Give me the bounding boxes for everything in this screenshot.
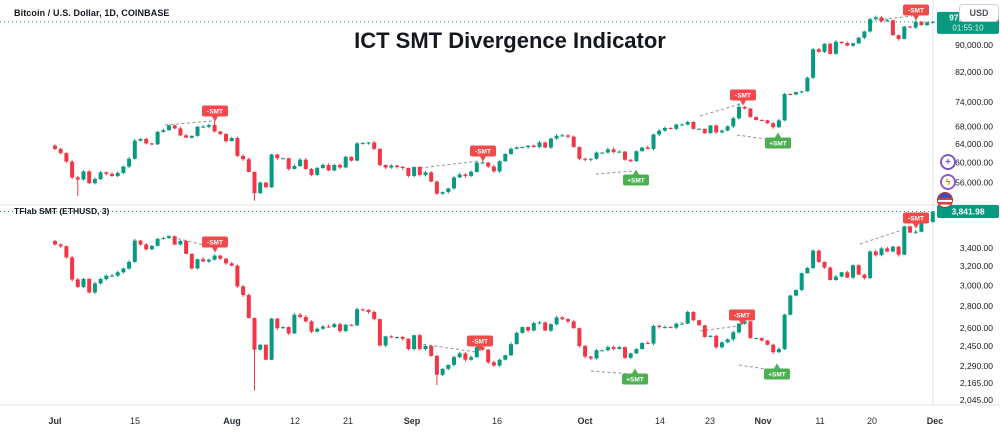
svg-text:-SMT: -SMT xyxy=(734,312,750,319)
floating-plus-icon[interactable]: + xyxy=(940,154,956,170)
svg-text:+SMT: +SMT xyxy=(626,376,644,383)
svg-text:01:55:10: 01:55:10 xyxy=(952,23,984,32)
svg-text:12: 12 xyxy=(290,416,300,426)
btc-panel[interactable]: -SMT -SMT +SMT -SMT +SMT -SMT xyxy=(0,4,935,201)
eth-panel-price-scale[interactable]: 3,400.00 3,200.00 3,000.00 2,800.00 2,600.00… xyxy=(937,204,999,405)
smt-divergence-line xyxy=(736,134,775,141)
smt-divergence-line xyxy=(595,170,634,175)
currency-unit-toggle[interactable]: USD xyxy=(959,4,999,22)
svg-text:56,000.00: 56,000.00 xyxy=(955,178,993,188)
eth-panel-candles xyxy=(53,211,935,391)
svg-text:-SMT: -SMT xyxy=(207,239,223,246)
svg-text:-SMT: -SMT xyxy=(207,108,223,115)
svg-text:3,200.00: 3,200.00 xyxy=(960,261,993,271)
svg-text:-SMT: -SMT xyxy=(735,92,751,99)
svg-text:Aug: Aug xyxy=(223,416,241,426)
smt-badge-bullish: +SMT xyxy=(764,363,790,380)
svg-text:-SMT: -SMT xyxy=(475,148,491,155)
svg-text:-SMT: -SMT xyxy=(472,338,488,345)
eth-panel[interactable]: -SMT -SMT +SMT -SMT +SMT -SMT xyxy=(0,210,935,391)
svg-text:+SMT: +SMT xyxy=(627,177,645,184)
svg-text:90,000.00: 90,000.00 xyxy=(955,40,993,50)
svg-text:23: 23 xyxy=(705,416,715,426)
smt-badge-bullish: +SMT xyxy=(622,368,648,385)
svg-text:74,000.00: 74,000.00 xyxy=(955,97,993,107)
svg-text:-SMT: -SMT xyxy=(908,7,924,14)
smt-divergence-line xyxy=(164,120,213,126)
smt-badge-bearish: -SMT xyxy=(730,89,756,106)
svg-text:82,000.00: 82,000.00 xyxy=(955,67,993,77)
svg-text:-SMT: -SMT xyxy=(908,215,924,222)
svg-text:64,000.00: 64,000.00 xyxy=(955,139,993,149)
svg-text:2,165.00: 2,165.00 xyxy=(960,378,993,388)
svg-text:2,290.00: 2,290.00 xyxy=(960,361,993,371)
svg-text:14: 14 xyxy=(655,416,665,426)
eth-panel-last-price-badge: 3,841.98 xyxy=(937,204,999,218)
smt-divergence-line xyxy=(406,341,477,353)
svg-text:3,400.00: 3,400.00 xyxy=(960,243,993,253)
floating-lightning-icon[interactable]: ϟ xyxy=(940,174,956,190)
svg-text:60,000.00: 60,000.00 xyxy=(955,158,993,168)
svg-text:2,600.00: 2,600.00 xyxy=(960,323,993,333)
smt-badge-bullish: +SMT xyxy=(765,132,791,149)
smt-badge-bearish: -SMT xyxy=(467,335,493,352)
svg-text:11: 11 xyxy=(815,416,824,426)
svg-text:2,450.00: 2,450.00 xyxy=(960,341,993,351)
symbol-title[interactable]: Bitcoin / U.S. Dollar, 1D, COINBASE xyxy=(14,8,170,18)
smt-divergence-line xyxy=(877,15,913,21)
svg-text:2,800.00: 2,800.00 xyxy=(960,301,993,311)
svg-text:+SMT: +SMT xyxy=(769,140,787,147)
smt-divergence-line xyxy=(419,160,480,169)
smt-badge-bullish: +SMT xyxy=(623,169,649,186)
svg-text:15: 15 xyxy=(130,416,140,426)
smt-badge-bearish: -SMT xyxy=(202,105,228,122)
chart-borders xyxy=(0,0,1000,406)
smt-badge-bearish: -SMT xyxy=(903,212,929,229)
smt-badge-bearish: -SMT xyxy=(729,309,755,326)
btc-panel-candles xyxy=(53,15,935,201)
smt-badge-bearish: -SMT xyxy=(202,236,228,253)
floating-flag-icon[interactable] xyxy=(937,192,953,208)
svg-text:Jul: Jul xyxy=(48,416,61,426)
svg-text:3,000.00: 3,000.00 xyxy=(960,280,993,290)
chart-title-annotation: ICT SMT Divergence Indicator xyxy=(354,28,666,53)
svg-text:Dec: Dec xyxy=(927,416,944,426)
svg-text:16: 16 xyxy=(492,416,502,426)
svg-text:20: 20 xyxy=(867,416,877,426)
smt-badge-bearish: -SMT xyxy=(470,145,496,162)
svg-text:Sep: Sep xyxy=(404,416,421,426)
svg-text:68,000.00: 68,000.00 xyxy=(955,121,993,131)
smt-badge-bearish: -SMT xyxy=(903,4,929,21)
svg-text:Oct: Oct xyxy=(577,416,592,426)
svg-text:2,045.00: 2,045.00 xyxy=(960,395,993,405)
svg-text:Nov: Nov xyxy=(754,416,771,426)
svg-text:+SMT: +SMT xyxy=(768,371,786,378)
svg-text:21: 21 xyxy=(343,416,353,426)
indicator-legend-label[interactable]: TFlab SMT (ETHUSD, 3) xyxy=(14,206,110,216)
svg-text:3,841.98: 3,841.98 xyxy=(951,206,984,216)
time-axis[interactable]: Jul 15 Aug 12 21 Sep 16 Oct 14 23 Nov 11 20 Dec xyxy=(48,416,943,426)
smt-divergence-line xyxy=(699,103,741,117)
